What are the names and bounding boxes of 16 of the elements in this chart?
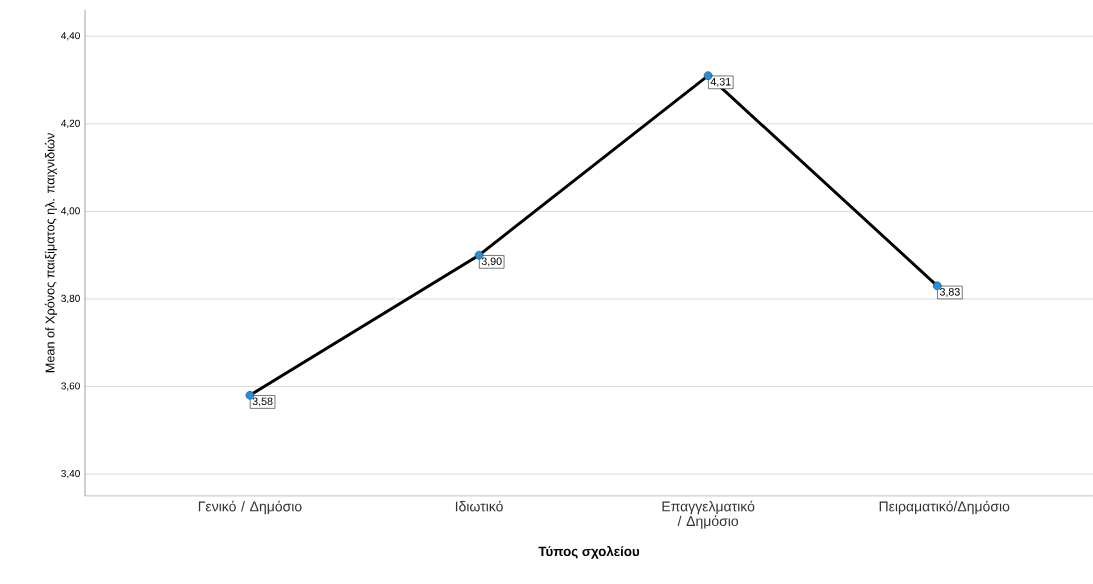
- data-label: 4,31: [710, 77, 731, 87]
- x-tick-label: Ιδιωτικό: [455, 500, 503, 512]
- x-tick-label: Επαγγελματικό / Δημόσιο: [662, 500, 755, 529]
- data-label: 3,90: [481, 257, 502, 267]
- data-label: 3,58: [252, 397, 273, 407]
- x-axis-title: Τύπος σχολείου: [538, 545, 640, 559]
- x-tick-label: Γενικό / Δημόσιο: [198, 500, 302, 515]
- y-tick-label: 4,00: [61, 207, 80, 216]
- y-tick-label: 3,40: [61, 469, 80, 479]
- x-tick-label: Πειραματικό/Δημόσιο: [879, 500, 1010, 515]
- data-label: 3,83: [939, 288, 960, 297]
- y-tick-label: 3,60: [61, 382, 80, 391]
- y-axis-title: Mean of Χρόνος παιξίματος ηλ. παιχνιδιών: [44, 133, 58, 373]
- y-tick-label: 4,40: [61, 32, 80, 41]
- y-tick-label: 4,20: [61, 119, 80, 128]
- y-tick-label: 3,80: [61, 294, 80, 304]
